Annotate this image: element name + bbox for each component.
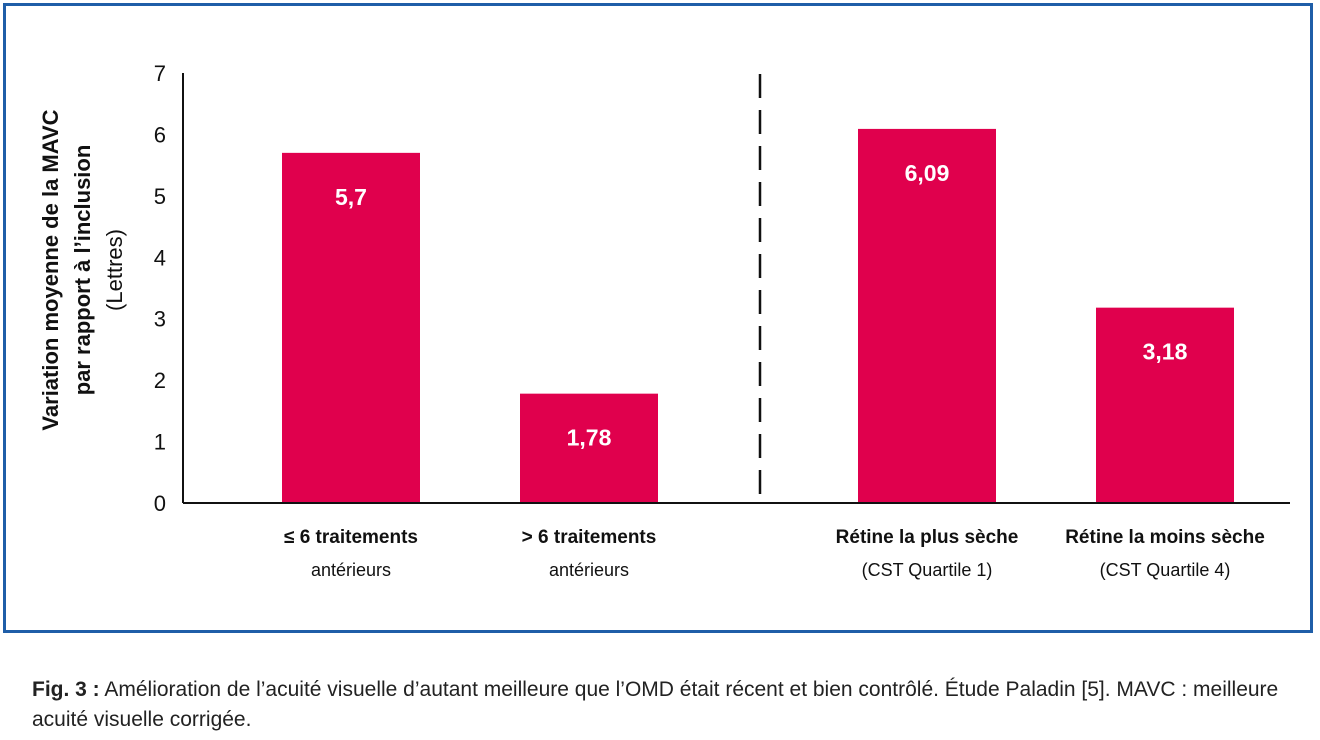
category-label-line1: Rétine la plus sèche: [836, 527, 1019, 548]
y-axis-label-line1: Variation moyenne de la MAVC: [38, 109, 63, 430]
y-tick-label: 6: [154, 122, 166, 147]
y-tick-label: 0: [154, 491, 166, 516]
y-axis-title: Variation moyenne de la MAVC par rapport…: [38, 109, 127, 430]
category-label-line2: (CST Quartile 4): [1100, 560, 1231, 580]
category-label-line1: > 6 traitements: [522, 527, 657, 548]
category-label-line2: (CST Quartile 1): [862, 560, 993, 580]
y-tick-label: 4: [154, 245, 166, 270]
y-tick-label: 7: [154, 61, 166, 86]
bar-value-label: 6,09: [905, 160, 950, 186]
caption-prefix: Fig. 3 :: [32, 678, 100, 701]
y-axis-ticks: 0 1 2 3 4 5 6 7: [154, 61, 166, 516]
bar-chart: Variation moyenne de la MAVC par rapport…: [38, 61, 1290, 580]
caption-text: Amélioration de l’acuité visuelle d’auta…: [32, 678, 1279, 731]
bar-value-label: 1,78: [567, 425, 612, 451]
bar-value-label: 3,18: [1143, 339, 1188, 365]
y-axis-label-line3: (Lettres): [102, 229, 127, 311]
y-tick-label: 1: [154, 430, 166, 455]
bars: [282, 128, 1234, 503]
y-tick-label: 5: [154, 184, 166, 209]
bar-value-labels: 5,7 1,78 6,09 3,18: [335, 160, 1188, 451]
bar: [282, 152, 420, 503]
bar: [1096, 307, 1234, 503]
category-labels: ≤ 6 traitements antérieurs > 6 traitements…: [284, 527, 1265, 580]
y-axis-label-line2: par rapport à l’inclusion: [70, 145, 95, 396]
category-label-line2: antérieurs: [311, 560, 391, 580]
bar: [520, 393, 658, 503]
bar: [858, 128, 996, 503]
y-tick-label: 3: [154, 307, 166, 332]
category-label-line2: antérieurs: [549, 560, 629, 580]
figure-caption: Fig. 3 : Amélioration de l’acuité visuel…: [32, 675, 1302, 735]
figure-frame: [3, 3, 1313, 633]
category-label-line1: ≤ 6 traitements: [284, 527, 418, 548]
y-tick-label: 2: [154, 368, 166, 393]
category-label-line1: Rétine la moins sèche: [1065, 527, 1265, 548]
bar-value-label: 5,7: [335, 184, 367, 210]
